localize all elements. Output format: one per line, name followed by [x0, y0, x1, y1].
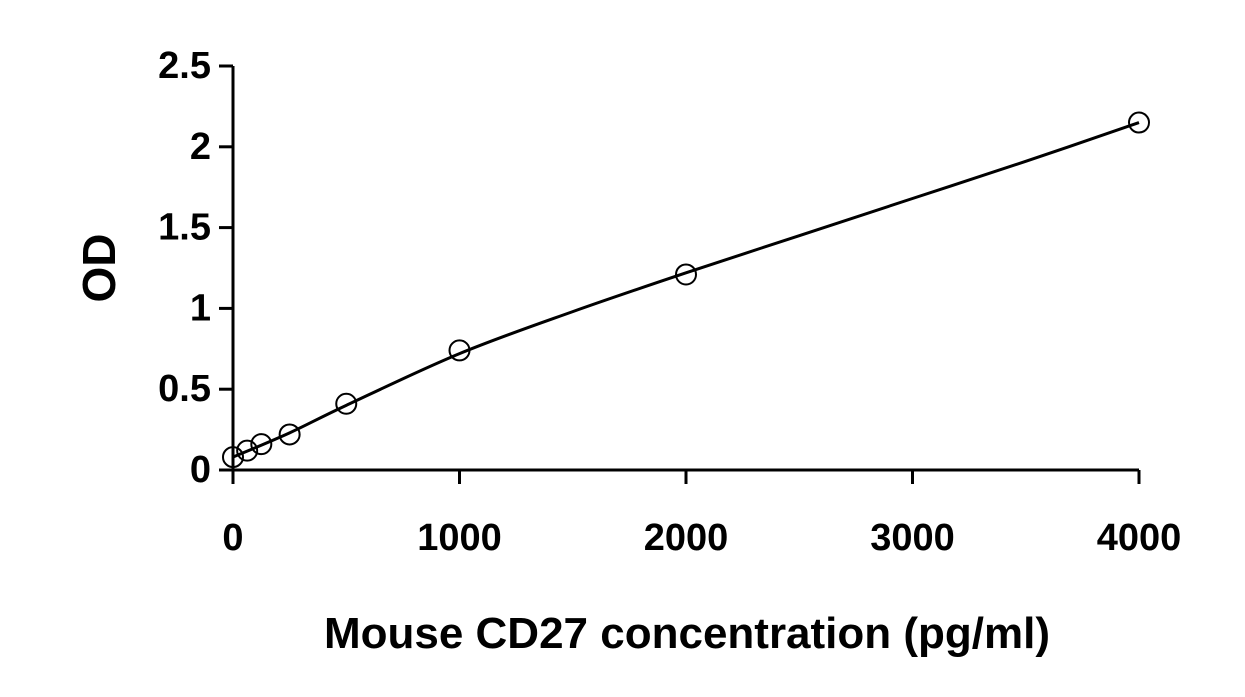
- data-point: [278, 423, 301, 446]
- x-tick-label: 0: [222, 517, 243, 559]
- y-axis-title: OD: [73, 234, 125, 303]
- y-tick-label: 1.5: [158, 207, 211, 249]
- ticks: [219, 64, 1141, 484]
- data-point: [1128, 111, 1150, 134]
- data-points: [222, 111, 1150, 469]
- x-tick-label: 2000: [644, 517, 729, 559]
- fit-curve: [232, 121, 1140, 459]
- data-point: [250, 433, 273, 456]
- y-tick-label: 2: [190, 126, 211, 168]
- data-point: [236, 439, 259, 462]
- data-point: [448, 339, 471, 362]
- data-point: [335, 392, 358, 415]
- y-tick-label: 1: [190, 287, 211, 329]
- y-tick-label: 0: [190, 449, 211, 491]
- tick-labels: 0 0.5 1 1.5 2 2.5 0 1000 2000 3000 4000: [158, 45, 1181, 559]
- y-tick-label: 0.5: [158, 368, 211, 410]
- data-point: [675, 263, 697, 286]
- data-point: [222, 446, 244, 469]
- x-tick-label: 4000: [1097, 517, 1182, 559]
- y-tick-label: 2.5: [158, 45, 211, 87]
- x-tick-label: 3000: [870, 517, 955, 559]
- x-tick-label: 1000: [417, 517, 502, 559]
- x-axis-title: Mouse CD27 concentration (pg/ml): [324, 609, 1050, 658]
